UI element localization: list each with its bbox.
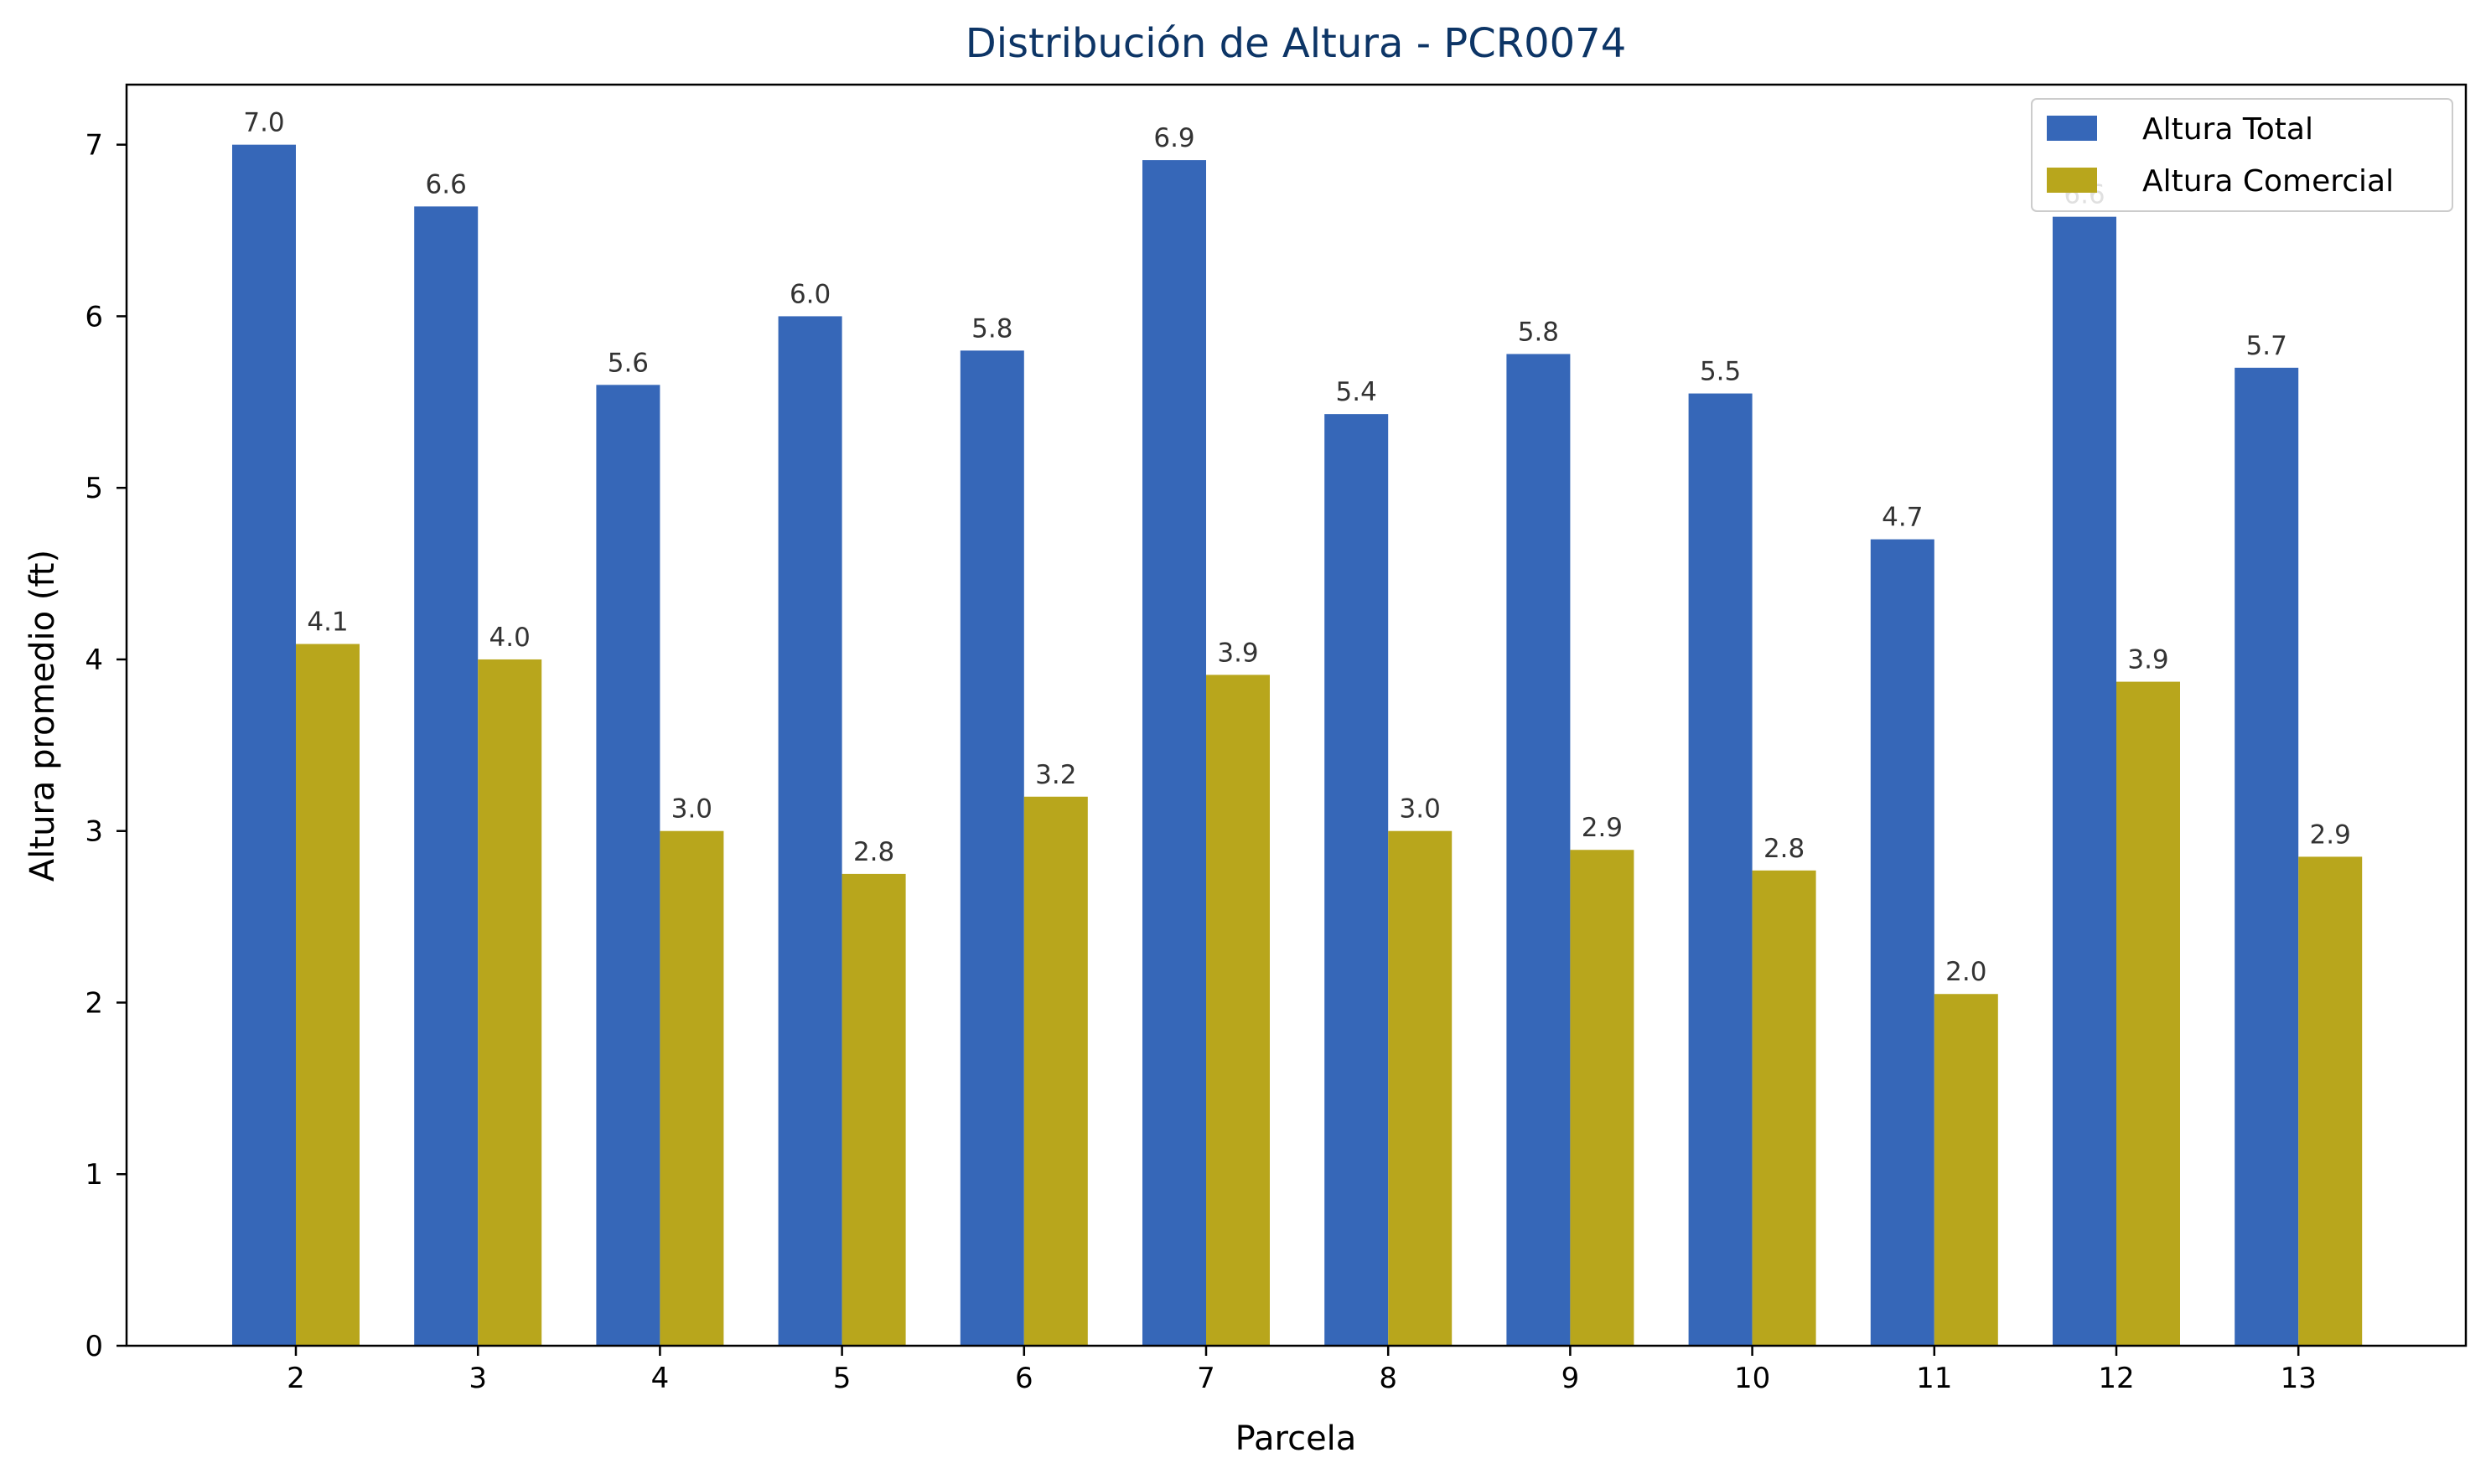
data-label-altura-comercial-parcela-13: 2.9 (2310, 820, 2351, 850)
bar-altura-total-parcela-2 (232, 144, 296, 1347)
bar-altura-total-parcela-8 (1324, 414, 1389, 1347)
data-label-altura-comercial-parcela-6: 3.2 (1035, 760, 1076, 790)
x-tick-label-8: 8 (1379, 1362, 1397, 1395)
bar-altura-total-parcela-13 (2235, 367, 2299, 1346)
legend-label-altura-comercial: Altura Comercial (2142, 164, 2394, 199)
y-tick-label-0: 0 (85, 1330, 103, 1363)
y-tick-label-6: 6 (85, 300, 103, 334)
y-tick-label-3: 3 (85, 815, 103, 849)
data-label-altura-total-parcela-8: 5.4 (1336, 377, 1377, 407)
data-label-altura-comercial-parcela-4: 3.0 (671, 794, 712, 825)
x-tick-label-2: 2 (287, 1362, 305, 1395)
bar-altura-comercial-parcela-3 (478, 659, 542, 1346)
bar-altura-comercial-parcela-12 (2116, 681, 2180, 1346)
data-label-altura-total-parcela-7: 6.9 (1153, 123, 1194, 153)
data-label-altura-comercial-parcela-2: 4.1 (307, 608, 348, 638)
bar-altura-comercial-parcela-11 (1934, 994, 1998, 1346)
bar-altura-total-parcela-9 (1506, 354, 1571, 1346)
data-label-altura-comercial-parcela-8: 3.0 (1400, 794, 1441, 825)
data-label-altura-comercial-parcela-3: 4.0 (489, 623, 531, 653)
y-tick-label-4: 4 (85, 644, 103, 677)
y-axis: 0 1 2 3 4 5 6 7 (85, 129, 127, 1363)
legend: Altura Total Altura Comercial (2031, 98, 2453, 212)
x-tick-label-9: 9 (1561, 1362, 1580, 1395)
y-tick-label-7: 7 (85, 129, 103, 163)
y-axis-title: Altura promedio (ft) (23, 550, 62, 882)
data-label-altura-comercial-parcela-10: 2.8 (1763, 834, 1805, 864)
x-tick-label-4: 4 (651, 1362, 670, 1395)
bar-altura-total-parcela-7 (1142, 160, 1206, 1347)
bar-altura-comercial-parcela-6 (1023, 796, 1088, 1346)
y-tick-label-1: 1 (85, 1158, 103, 1192)
bar-altura-comercial-parcela-10 (1752, 870, 1816, 1346)
x-axis-title: Parcela (1235, 1419, 1357, 1458)
x-tick-label-12: 12 (2098, 1362, 2134, 1395)
data-label-altura-total-parcela-9: 5.8 (1518, 317, 1559, 347)
data-label-altura-comercial-parcela-5: 2.8 (853, 837, 894, 867)
data-label-altura-comercial-parcela-12: 3.9 (2127, 645, 2168, 675)
bar-altura-total-parcela-12 (2053, 216, 2116, 1347)
legend-label-altura-total: Altura Total (2142, 112, 2313, 147)
data-label-altura-total-parcela-2: 7.0 (243, 108, 284, 138)
x-tick-label-11: 11 (1916, 1362, 1952, 1395)
data-label-altura-total-parcela-5: 6.0 (790, 279, 831, 309)
x-tick-label-5: 5 (833, 1362, 852, 1395)
data-label-altura-comercial-parcela-9: 2.9 (1582, 813, 1623, 843)
data-label-altura-comercial-parcela-7: 3.9 (1217, 638, 1258, 668)
data-label-altura-total-parcela-4: 5.6 (608, 348, 649, 378)
bar-altura-comercial-parcela-5 (842, 873, 906, 1346)
bar-altura-comercial-parcela-13 (2298, 856, 2363, 1346)
bar-altura-total-parcela-4 (596, 385, 660, 1346)
plot-frame (125, 83, 2468, 1347)
bar-altura-total-parcela-5 (778, 316, 842, 1346)
data-label-altura-total-parcela-13: 5.7 (2246, 331, 2287, 361)
legend-swatch-altura-total (2047, 116, 2097, 141)
bar-altura-comercial-parcela-2 (296, 644, 360, 1346)
x-tick-label-7: 7 (1197, 1362, 1215, 1395)
data-label-altura-comercial-parcela-11: 2.0 (1945, 957, 1986, 987)
data-label-altura-total-parcela-11: 4.7 (1882, 503, 1923, 533)
data-labels-layer: 7.0 4.1 6.6 4.0 5.6 3.0 6.0 2.8 5.8 3.2 6.9 3.9 5.4 3… (243, 108, 2351, 988)
bar-altura-comercial-parcela-4 (660, 830, 724, 1346)
bar-altura-comercial-parcela-9 (1570, 850, 1634, 1346)
bar-altura-total-parcela-6 (960, 350, 1024, 1346)
chart-title: Distribución de Altura - PCR0074 (966, 20, 1626, 67)
bar-altura-comercial-parcela-8 (1388, 830, 1453, 1346)
data-label-altura-total-parcela-6: 5.8 (971, 313, 1012, 344)
x-tick-label-13: 13 (2281, 1362, 2317, 1395)
bar-altura-total-parcela-10 (1688, 393, 1753, 1347)
bar-altura-comercial-parcela-7 (1206, 675, 1270, 1346)
x-tick-label-3: 3 (469, 1362, 487, 1395)
bars-layer (232, 144, 2363, 1347)
legend-swatch-altura-comercial (2047, 168, 2097, 193)
y-tick-label-2: 2 (85, 986, 103, 1020)
x-tick-label-10: 10 (1734, 1362, 1770, 1395)
bar-altura-total-parcela-11 (1870, 539, 1934, 1346)
y-tick-label-5: 5 (85, 472, 103, 505)
x-axis: 2 3 4 5 6 7 8 9 10 11 12 13 (287, 1346, 2317, 1395)
legend-box (2031, 98, 2453, 212)
x-tick-label-6: 6 (1015, 1362, 1033, 1395)
data-label-altura-total-parcela-3: 6.6 (426, 169, 467, 199)
data-label-altura-total-parcela-10: 5.5 (1700, 357, 1741, 387)
bar-altura-total-parcela-3 (414, 206, 479, 1346)
